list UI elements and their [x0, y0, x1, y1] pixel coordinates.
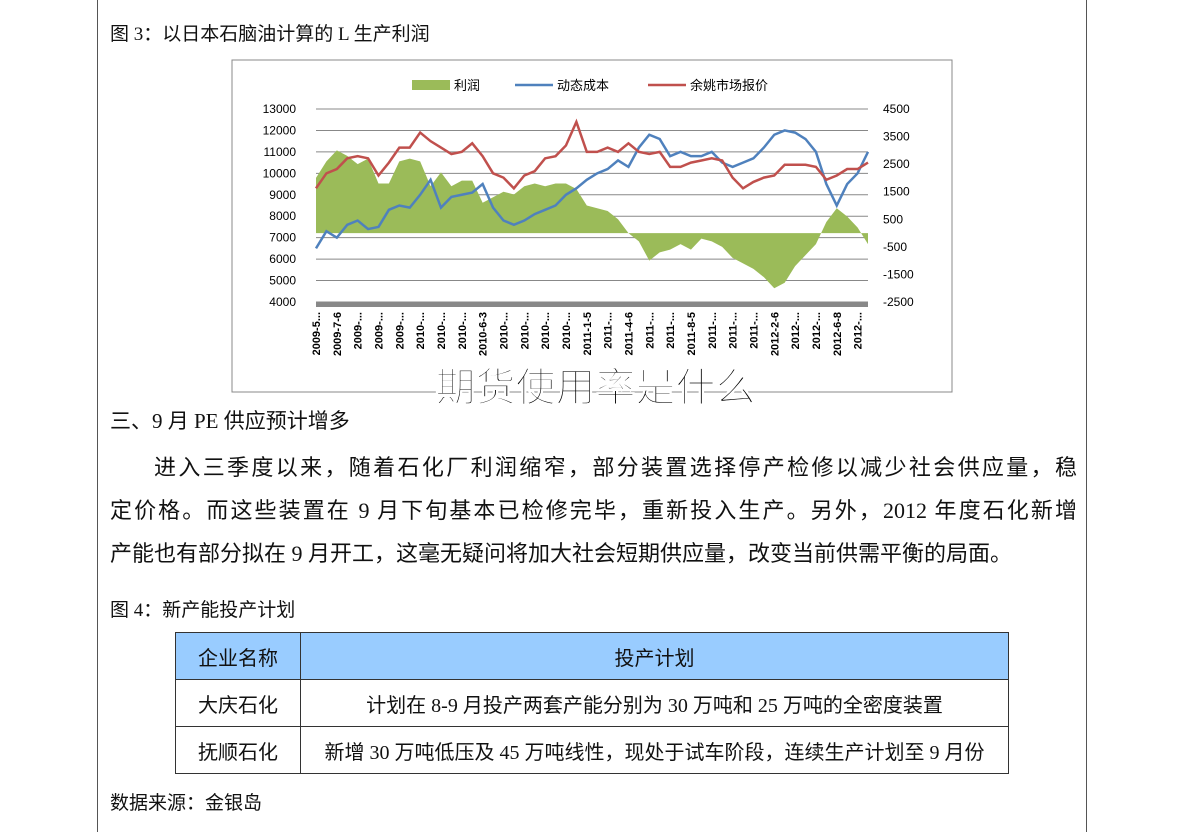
- y-tick-label: 7000: [269, 231, 296, 245]
- text-line: 进入三季度以来，随着石化厂利润缩窄，部分装置选择停产检修以减少社会供应量，稳: [154, 455, 1077, 480]
- x-tick-label: 2010-...: [519, 312, 531, 349]
- x-tick-label: 2011-...: [748, 312, 760, 349]
- text-line: 定价格。而这些装置在 9 月下旬基本已检修完毕，重新投入生产。另外，2012 年…: [110, 498, 1077, 523]
- x-tick-label: 2012-...: [853, 312, 865, 349]
- x-tick-label: 2012-...: [811, 312, 823, 349]
- x-tick-label: 2010-...: [436, 312, 448, 349]
- legend-label: 利润: [454, 78, 480, 93]
- x-tick-label: 2010-...: [540, 312, 552, 349]
- cell: 计划在 8-9 月投产两套产能分别为 30 万吨和 25 万吨的全密度装置: [300, 679, 1009, 727]
- x-tick-label: 2010-...: [457, 312, 469, 349]
- y-tick-label: 9000: [269, 188, 296, 202]
- text-line: 产能也有部分拟在 9 月开工，这毫无疑问将加大社会短期供应量，改变当前供需平衡的…: [110, 541, 1013, 566]
- axis-band: [316, 302, 868, 307]
- x-tick-label: 2011-1-5: [582, 312, 594, 355]
- header-cell: 企业名称: [175, 632, 301, 680]
- x-tick-label: 2010-...: [415, 312, 427, 349]
- legend-swatch: [412, 80, 450, 90]
- overlay-title: 期货使用率是什么: [435, 365, 756, 412]
- y2-tick-label: -2500: [883, 295, 914, 309]
- x-tick-label: 2009-5...: [311, 312, 323, 355]
- y-tick-label: 13000: [263, 102, 297, 116]
- x-tick-label: 2011-4-6: [623, 312, 635, 355]
- y2-tick-label: 3500: [883, 130, 910, 144]
- border: [97, 0, 98, 832]
- x-tick-label: 2009-...: [353, 312, 365, 349]
- section-heading: 三、9 月 PE 供应预计增多: [110, 409, 350, 433]
- x-tick-label: 2011-...: [665, 312, 677, 349]
- y-tick-label: 8000: [269, 209, 296, 223]
- x-tick-label: 2012-...: [790, 312, 802, 349]
- line: [314, 129, 870, 250]
- x-tick-label: 2010-...: [561, 312, 573, 349]
- legend-label: 余姚市场报价: [690, 78, 768, 93]
- line: [314, 118, 869, 191]
- table: 企业名称 投产计划 大庆石化 计划在 8-9 月投产两套产能分别为 30 万吨和 2…: [175, 632, 1009, 774]
- legend-label: 动态成本: [557, 78, 609, 93]
- x-tick-label: 2011-...: [707, 312, 719, 349]
- y2-tick-label: 4500: [883, 102, 910, 116]
- x-tick-label: 2009-...: [373, 312, 385, 349]
- source: 数据来源：金银岛: [110, 793, 263, 814]
- x-tick-label: 2011-8-5: [686, 312, 698, 355]
- border: [1086, 0, 1087, 832]
- x-tick-label: 2011-...: [728, 312, 740, 349]
- chart: 4000 5000 6000 7000 8000 9000 10000 11000 12000 1…: [231, 59, 953, 393]
- x-tick-label: 2009-7-6: [332, 312, 344, 356]
- y2-tick-label: -1500: [883, 267, 914, 281]
- paragraph: 进入三季度以来，随着石化厂利润缩窄，部分装置选择停产检修以减少社会供应量，稳 定…: [110, 446, 1077, 575]
- y2-tick-label: -500: [883, 240, 907, 254]
- x-tick-label: 2010-6-3: [478, 312, 490, 356]
- x-tick-label: 2012-2-6: [769, 312, 781, 356]
- area: [316, 150, 868, 289]
- y2-tick-label: 1500: [883, 185, 910, 199]
- x-tick-label: 2011-...: [603, 312, 615, 349]
- y-tick-label: 11000: [264, 145, 297, 159]
- y-tick-label: 4000: [269, 295, 296, 309]
- y2-tick-label: 500: [883, 212, 903, 226]
- y-tick-label: 5000: [269, 274, 296, 288]
- x-tick-label: 2011-...: [644, 312, 656, 349]
- caption: 图 3：以日本石脑油计算的 L 生产利润: [110, 24, 430, 45]
- x-tick-label: 2010-...: [498, 312, 510, 349]
- cell: 大庆石化: [175, 679, 301, 727]
- x-tick-label: 2012-6-8: [832, 312, 844, 356]
- y-tick-label: 6000: [269, 252, 296, 266]
- cell: 抚顺石化: [175, 726, 301, 774]
- header-cell: 投产计划: [300, 632, 1009, 680]
- y2-tick-label: 2500: [883, 157, 910, 171]
- cell: 新增 30 万吨低压及 45 万吨线性，现处于试车阶段，连续生产计划至 9 月份: [300, 726, 1009, 774]
- y-tick-label: 10000: [263, 166, 297, 180]
- caption: 图 4：新产能投产计划: [110, 600, 296, 621]
- x-tick-label: 2009-...: [394, 312, 406, 349]
- y-tick-label: 12000: [263, 123, 297, 137]
